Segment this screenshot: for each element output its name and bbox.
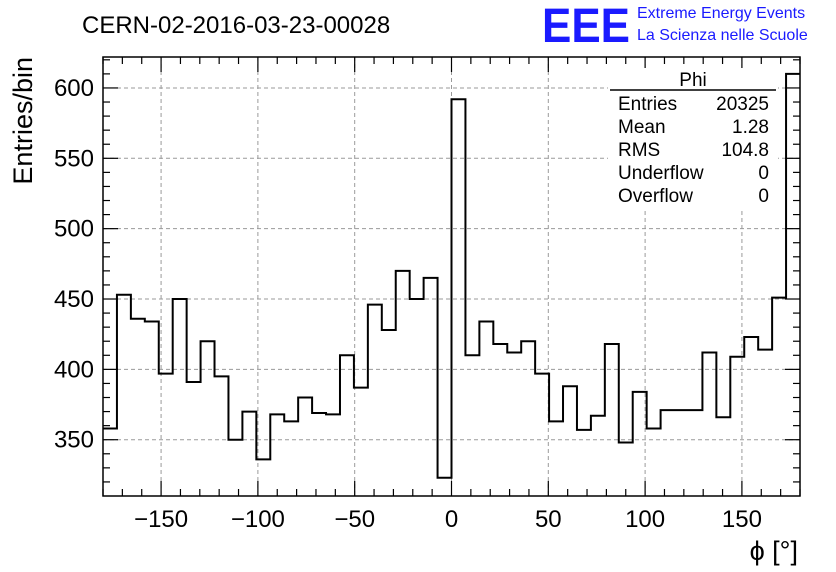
y-tick-label: 350 xyxy=(54,427,94,454)
stats-box-name: Phi xyxy=(679,70,706,91)
histogram-outline xyxy=(103,72,800,479)
y-tick-label: 400 xyxy=(54,356,94,383)
stats-value: 20325 xyxy=(716,94,769,115)
x-tick-label: 0 xyxy=(445,506,458,533)
stats-label: Overflow xyxy=(618,186,693,207)
x-tick-label: −150 xyxy=(134,506,188,533)
y-tick-label: 500 xyxy=(54,216,94,243)
x-tick-label: 50 xyxy=(535,506,562,533)
stats-value: 1.28 xyxy=(732,117,769,138)
x-tick-label: 100 xyxy=(625,506,665,533)
logo-line-1: Extreme Energy Events xyxy=(637,5,805,22)
x-axis-title: ϕ [°] xyxy=(750,536,798,566)
stats-label: Mean xyxy=(618,117,666,138)
tick-labels: −150 −100 −50 0 50 100 150 350 400 450 500 550 600 xyxy=(54,75,762,533)
stats-value: 0 xyxy=(758,163,769,184)
stats-box-background xyxy=(608,68,778,208)
stats-rows: Entries 20325 Mean 1.28 RMS 104.8 Underflow 0 Ov… xyxy=(618,94,769,207)
x-tick-label: −100 xyxy=(231,506,285,533)
stats-label: RMS xyxy=(618,140,660,161)
stats-value: 104.8 xyxy=(721,140,769,161)
logo-letters: EEE xyxy=(542,0,630,53)
axis-ticks xyxy=(102,57,801,496)
logo-line-2: La Scienza nelle Scuole xyxy=(637,27,808,44)
stats-label: Entries xyxy=(618,94,677,115)
y-axis-title: Entries/bin xyxy=(8,57,38,185)
stats-label: Underflow xyxy=(618,163,704,184)
y-tick-label: 600 xyxy=(54,75,94,102)
chart-title: CERN-02-2016-03-23-00028 xyxy=(82,12,390,39)
y-tick-label: 450 xyxy=(54,286,94,313)
stats-box: Phi Entries 20325 Mean 1.28 RMS 104.8 Underflo… xyxy=(608,68,778,208)
eee-logo: EEE Extreme Energy Events La Scienza nel… xyxy=(542,0,808,53)
y-tick-label: 550 xyxy=(54,145,94,172)
stats-value: 0 xyxy=(758,186,769,207)
plot-frame xyxy=(102,56,801,497)
x-tick-label: 150 xyxy=(722,506,762,533)
x-tick-label: −50 xyxy=(334,506,375,533)
